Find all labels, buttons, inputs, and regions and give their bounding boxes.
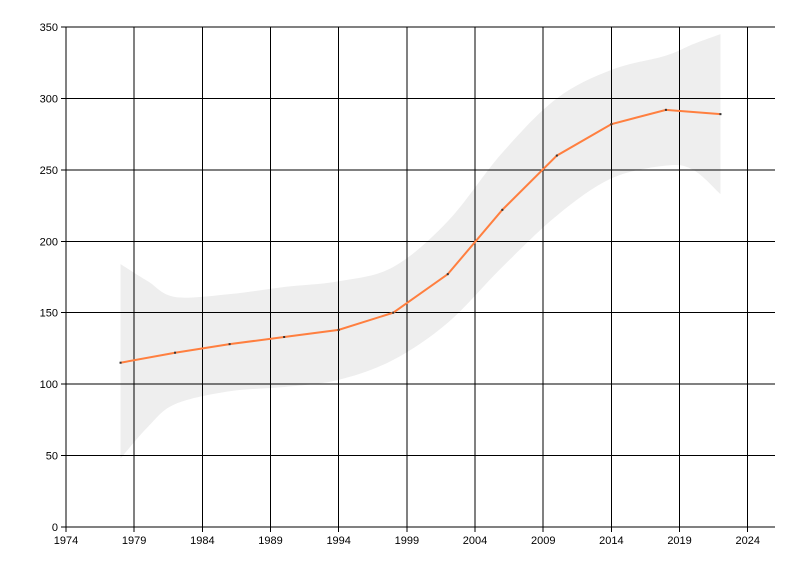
data-point [664, 108, 667, 111]
data-point [719, 113, 722, 116]
series-line [120, 108, 721, 364]
x-tick-label: 2014 [599, 535, 623, 547]
y-tick-label: 350 [40, 22, 58, 34]
data-point [228, 343, 231, 346]
data-point [337, 328, 340, 331]
x-tick-label: 2004 [463, 535, 487, 547]
data-point [501, 208, 504, 211]
data-point [555, 154, 558, 157]
axes-layer [61, 26, 775, 532]
data-point [610, 123, 613, 126]
x-tick-label: 2019 [667, 535, 691, 547]
x-tick-label: 1994 [326, 535, 350, 547]
confidence-band [120, 34, 721, 459]
x-tick-label: 1989 [258, 535, 282, 547]
y-tick-label: 50 [46, 451, 58, 463]
y-tick-label: 0 [52, 522, 58, 534]
data-point [392, 311, 395, 314]
x-tick-label: 1979 [122, 535, 146, 547]
confidence-band-layer [120, 34, 721, 459]
grid-layer [66, 26, 775, 527]
tick-labels-layer: 1974 1979 1984 1989 1994 1999 2004 2009 2014 2019… [40, 22, 760, 547]
x-tick-label: 1984 [190, 535, 214, 547]
y-tick-label: 300 [40, 93, 58, 105]
x-tick-label: 1974 [54, 535, 78, 547]
x-tick-label: 2009 [531, 535, 555, 547]
data-point [174, 351, 177, 354]
data-point [119, 361, 122, 364]
x-tick-label: 1999 [395, 535, 419, 547]
y-tick-label: 100 [40, 379, 58, 391]
y-tick-label: 200 [40, 236, 58, 248]
y-tick-label: 250 [40, 165, 58, 177]
x-tick-label: 2024 [735, 535, 759, 547]
y-tick-label: 150 [40, 308, 58, 320]
data-point [283, 336, 286, 338]
series-layer [119, 108, 722, 364]
data-point [446, 273, 449, 276]
